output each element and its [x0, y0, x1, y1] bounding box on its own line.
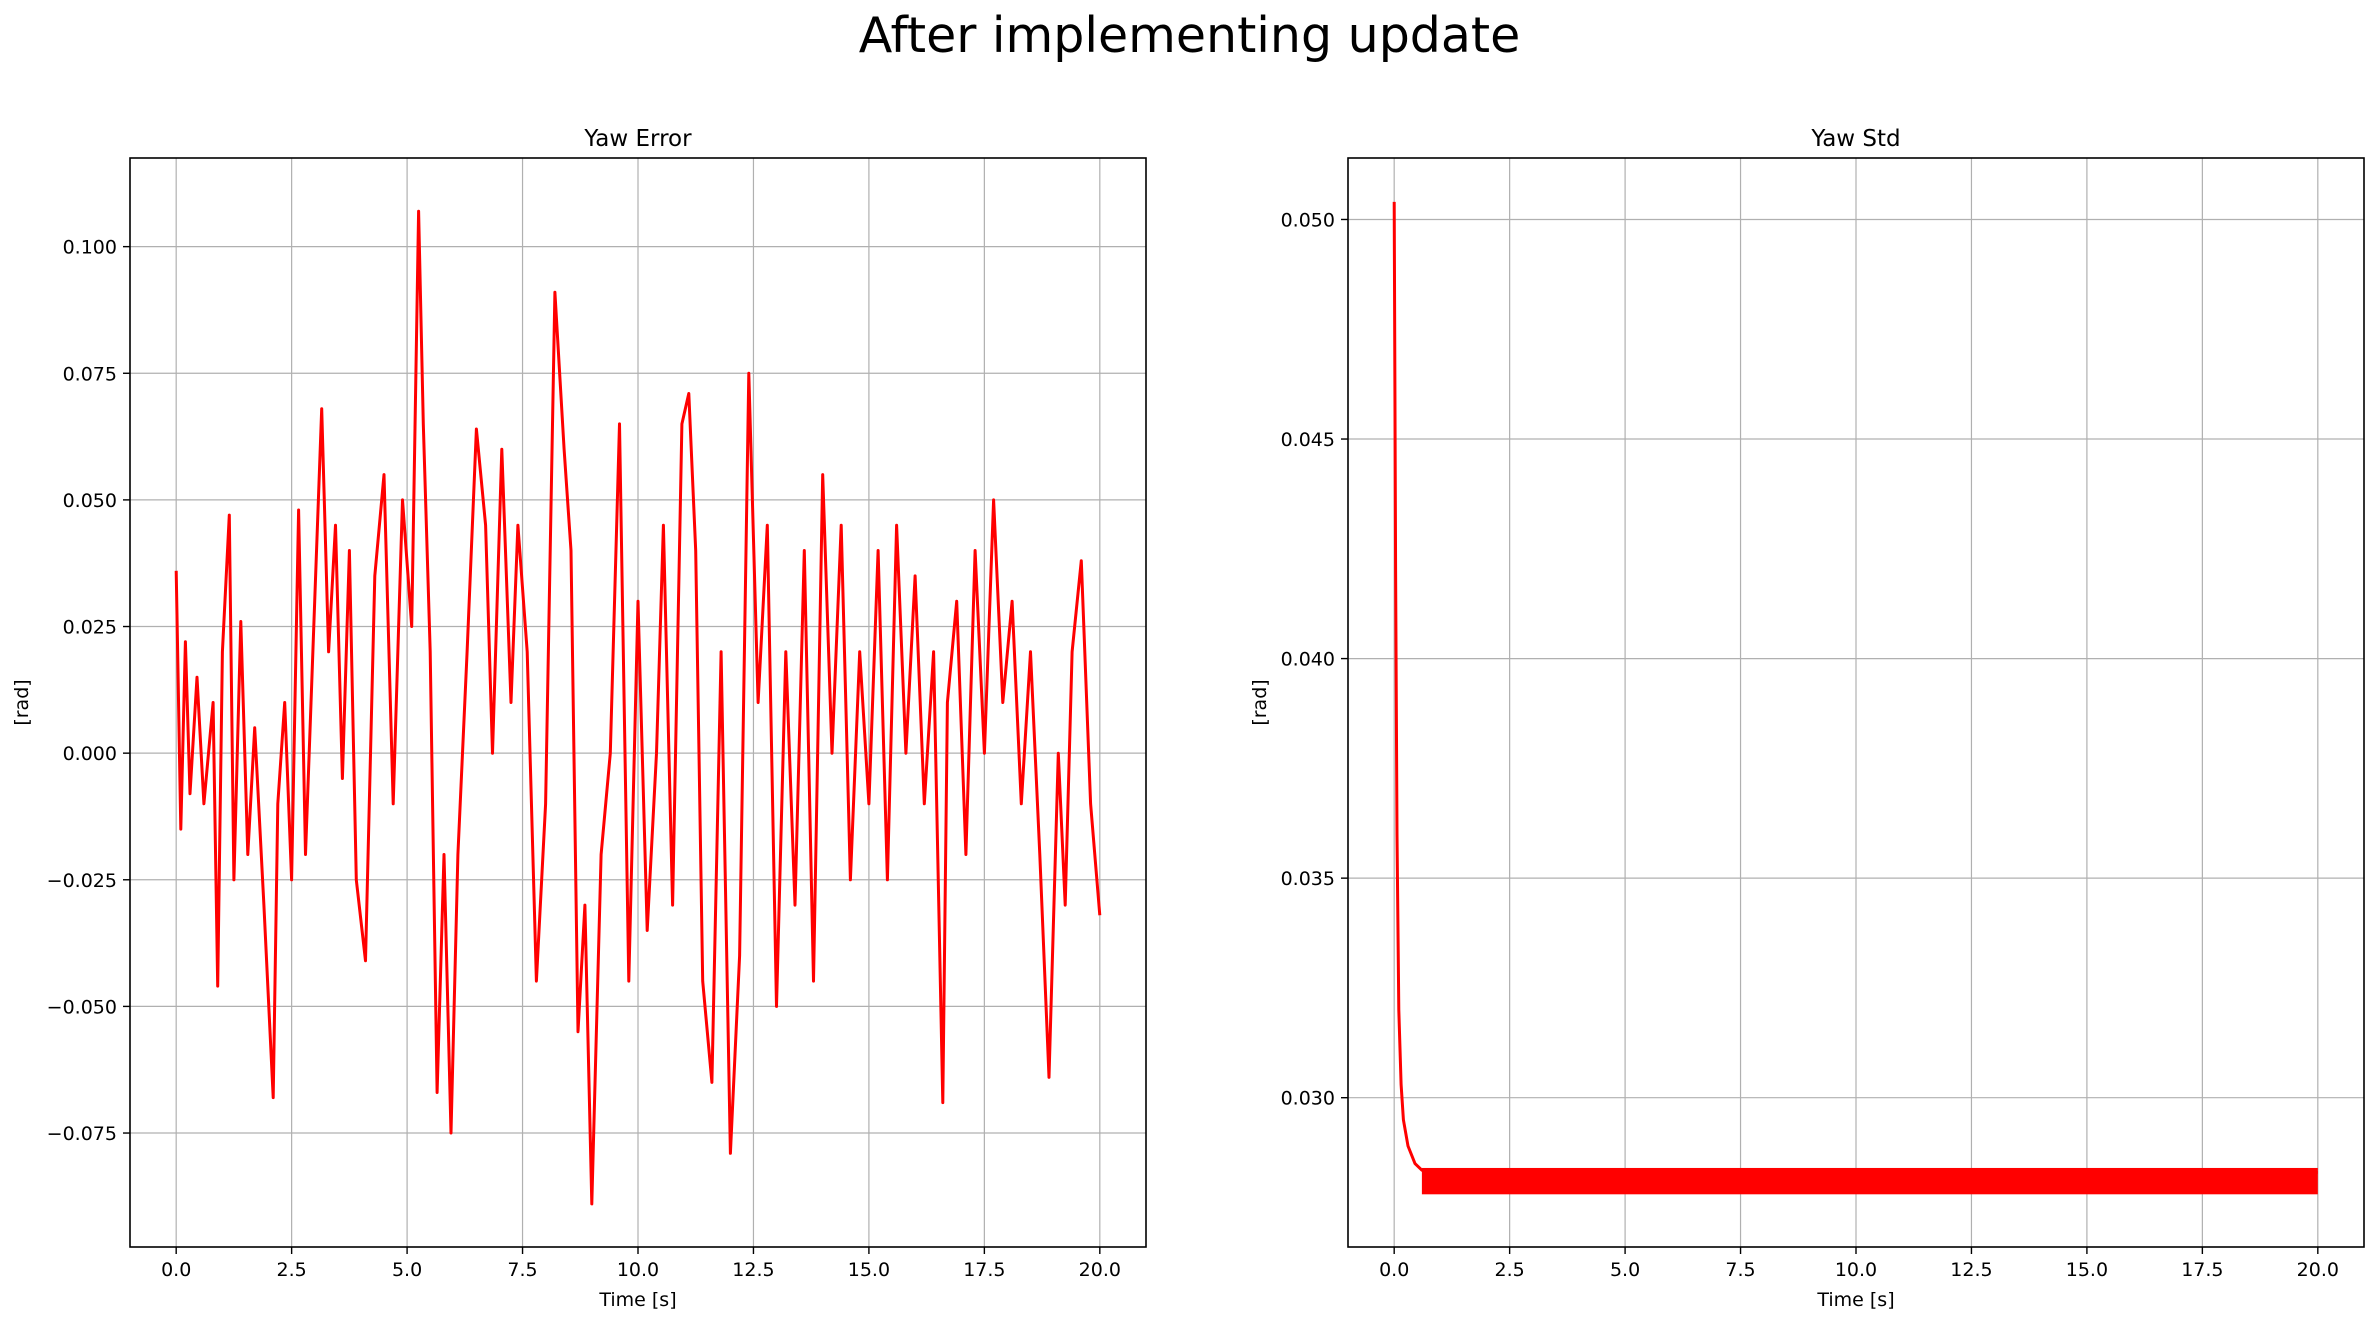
yaw-error-xtick-label-3: 7.5 — [507, 1259, 537, 1281]
yaw-std-xtick-label-7: 17.5 — [2181, 1259, 2223, 1281]
yaw-error-xtick-label-4: 10.0 — [617, 1259, 659, 1281]
yaw-std-ytick-label-1: 0.035 — [1281, 868, 1335, 890]
yaw-error-plot: 0.0 2.5 5.0 7.5 10.0 12.5 15.0 17.5 20.0 −0.075 −0… — [11, 126, 1147, 1311]
yaw-error-xtick-label-2: 5.0 — [392, 1259, 422, 1281]
yaw-std-ytick-label-0: 0.030 — [1281, 1088, 1335, 1110]
yaw-error-series-line — [174, 209, 1102, 1206]
yaw-std-xtick-label-6: 15.0 — [2066, 1259, 2108, 1281]
yaw-error-xlabel: Time [s] — [598, 1289, 676, 1311]
yaw-std-xtick-label-3: 7.5 — [1725, 1259, 1755, 1281]
yaw-std-xtick-label-5: 12.5 — [1950, 1259, 1992, 1281]
yaw-error-title: Yaw Error — [583, 126, 692, 152]
yaw-std-ytick-label-3: 0.045 — [1281, 429, 1335, 451]
yaw-std-xtick-label-0: 0.0 — [1379, 1259, 1409, 1281]
yaw-std-ytick-label-4: 0.050 — [1281, 209, 1335, 231]
yaw-error-ytick-label-3: 0.000 — [63, 743, 117, 765]
yaw-std-xtick-label-8: 20.0 — [2297, 1259, 2339, 1281]
yaw-error-ytick-label-1: −0.050 — [47, 996, 117, 1018]
yaw-error-ytick-label-4: 0.025 — [63, 617, 117, 639]
yaw-std-title: Yaw Std — [1810, 126, 1900, 152]
yaw-std-series-line — [1392, 201, 2318, 1174]
yaw-std-ylabel: [rad] — [1249, 679, 1271, 725]
yaw-std-xlabel: Time [s] — [1816, 1289, 1894, 1311]
yaw-error-ytick-label-6: 0.075 — [63, 363, 117, 385]
figure-title: After implementing update — [858, 7, 1521, 64]
yaw-std-plot: 0.0 2.5 5.0 7.5 10.0 12.5 15.0 17.5 20.0 0.030 0.0… — [1249, 126, 2365, 1311]
yaw-error-xtick-label-6: 15.0 — [848, 1259, 890, 1281]
yaw-error-xtick-label-0: 0.0 — [161, 1259, 191, 1281]
yaw-error-xtick-label-8: 20.0 — [1079, 1259, 1121, 1281]
yaw-std-xtick-label-1: 2.5 — [1495, 1259, 1525, 1281]
yaw-error-ytick-label-2: −0.025 — [47, 870, 117, 892]
yaw-std-xtick-label-2: 5.0 — [1610, 1259, 1640, 1281]
yaw-error-xtick-label-5: 12.5 — [732, 1259, 774, 1281]
yaw-error-xtick-label-7: 17.5 — [963, 1259, 1005, 1281]
yaw-error-ylabel: [rad] — [11, 679, 33, 725]
yaw-error-ytick-label-7: 0.100 — [63, 237, 117, 259]
yaw-error-ytick-label-0: −0.075 — [47, 1123, 117, 1145]
yaw-error-xtick-label-1: 2.5 — [277, 1259, 307, 1281]
yaw-std-xtick-label-4: 10.0 — [1835, 1259, 1877, 1281]
yaw-error-ytick-label-5: 0.050 — [63, 490, 117, 512]
yaw-std-ytick-label-2: 0.040 — [1281, 649, 1335, 671]
